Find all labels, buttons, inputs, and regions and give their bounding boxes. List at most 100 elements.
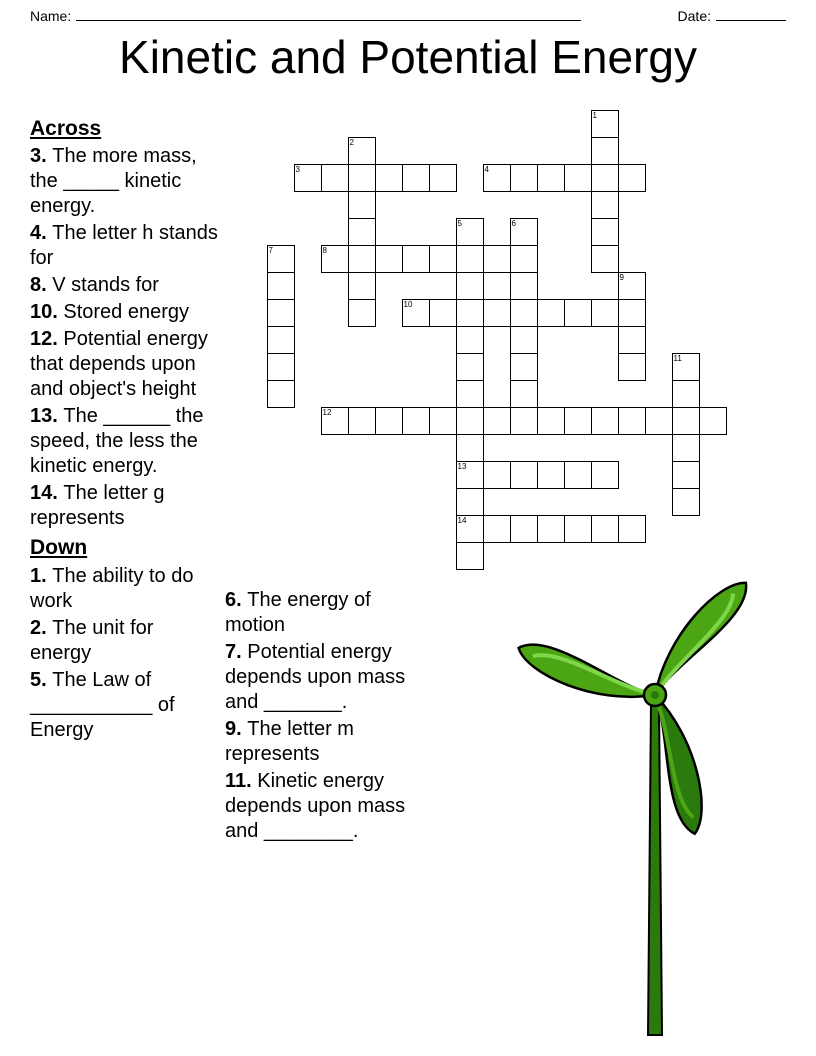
crossword-cell[interactable] xyxy=(564,516,591,543)
crossword-cell[interactable] xyxy=(375,165,402,192)
clue: 14. The letter g represents xyxy=(30,481,220,531)
crossword-cell[interactable]: 12 xyxy=(321,408,348,435)
crossword-cell[interactable]: 4 xyxy=(483,165,510,192)
crossword-cell[interactable] xyxy=(510,354,537,381)
crossword-cell[interactable] xyxy=(375,246,402,273)
crossword-cell[interactable] xyxy=(348,273,375,300)
crossword-cell[interactable] xyxy=(456,543,483,570)
crossword-cell[interactable]: 9 xyxy=(618,273,645,300)
crossword-cell[interactable] xyxy=(429,300,456,327)
crossword-cell[interactable] xyxy=(510,246,537,273)
name-underline[interactable] xyxy=(76,20,581,21)
crossword-cell[interactable] xyxy=(591,138,618,165)
crossword-cell[interactable] xyxy=(591,300,618,327)
crossword-cell[interactable]: 5 xyxy=(456,219,483,246)
crossword-cell[interactable] xyxy=(483,516,510,543)
crossword-cell[interactable] xyxy=(672,435,699,462)
crossword-cell[interactable] xyxy=(537,300,564,327)
crossword-cell[interactable] xyxy=(537,165,564,192)
crossword-cell[interactable] xyxy=(510,327,537,354)
crossword-cell[interactable] xyxy=(267,300,294,327)
crossword-cell[interactable] xyxy=(672,462,699,489)
crossword-cell[interactable] xyxy=(510,408,537,435)
crossword-cell[interactable] xyxy=(591,219,618,246)
crossword-cell[interactable] xyxy=(510,300,537,327)
crossword-cell[interactable] xyxy=(348,246,375,273)
crossword-cell[interactable] xyxy=(348,408,375,435)
crossword-cell[interactable]: 3 xyxy=(294,165,321,192)
crossword-cell[interactable]: 6 xyxy=(510,219,537,246)
crossword-cell[interactable] xyxy=(510,462,537,489)
crossword-cell[interactable] xyxy=(483,246,510,273)
crossword-cell[interactable] xyxy=(564,462,591,489)
crossword-cell[interactable] xyxy=(456,489,483,516)
crossword-cell[interactable] xyxy=(510,516,537,543)
cell-number: 4 xyxy=(485,165,489,174)
crossword-cell[interactable] xyxy=(456,408,483,435)
crossword-cell[interactable] xyxy=(537,516,564,543)
crossword-cell[interactable] xyxy=(267,273,294,300)
crossword-cell[interactable] xyxy=(267,327,294,354)
crossword-cell[interactable] xyxy=(429,165,456,192)
crossword-cell[interactable] xyxy=(591,408,618,435)
crossword-cell[interactable] xyxy=(618,327,645,354)
crossword-cell[interactable] xyxy=(456,327,483,354)
crossword-cell[interactable] xyxy=(456,246,483,273)
crossword-cell[interactable] xyxy=(348,300,375,327)
crossword-cell[interactable] xyxy=(483,462,510,489)
crossword-cell[interactable] xyxy=(591,516,618,543)
crossword-cell[interactable] xyxy=(456,300,483,327)
crossword-cell[interactable] xyxy=(429,246,456,273)
crossword-cell[interactable] xyxy=(537,408,564,435)
crossword-cell[interactable] xyxy=(672,408,699,435)
crossword-cell[interactable] xyxy=(348,192,375,219)
crossword-cell[interactable] xyxy=(429,408,456,435)
crossword-cell[interactable] xyxy=(645,408,672,435)
crossword-cell[interactable] xyxy=(483,300,510,327)
crossword-cell[interactable] xyxy=(348,219,375,246)
crossword-cell[interactable] xyxy=(618,354,645,381)
crossword-cell[interactable] xyxy=(402,246,429,273)
crossword-cell[interactable] xyxy=(564,300,591,327)
crossword-cell[interactable]: 14 xyxy=(456,516,483,543)
crossword-cell[interactable]: 11 xyxy=(672,354,699,381)
crossword-cell[interactable] xyxy=(267,381,294,408)
crossword-cell[interactable]: 1 xyxy=(591,111,618,138)
crossword-cell[interactable] xyxy=(267,354,294,381)
crossword-cell[interactable] xyxy=(672,489,699,516)
crossword-cell[interactable] xyxy=(321,165,348,192)
crossword-cell[interactable] xyxy=(537,462,564,489)
crossword-cell[interactable] xyxy=(618,165,645,192)
crossword-cell[interactable]: 2 xyxy=(348,138,375,165)
crossword-cell[interactable] xyxy=(510,273,537,300)
crossword-cell[interactable] xyxy=(402,408,429,435)
crossword-cell[interactable] xyxy=(456,435,483,462)
crossword-cell[interactable] xyxy=(402,165,429,192)
crossword-cell[interactable] xyxy=(375,408,402,435)
crossword-cell[interactable]: 13 xyxy=(456,462,483,489)
crossword-cell[interactable] xyxy=(348,165,375,192)
clue: 6. The energy of motion xyxy=(225,588,410,638)
crossword-cell[interactable] xyxy=(591,192,618,219)
crossword-cell[interactable] xyxy=(618,300,645,327)
crossword-cell[interactable] xyxy=(456,354,483,381)
crossword-cell[interactable] xyxy=(591,462,618,489)
crossword-cell[interactable]: 8 xyxy=(321,246,348,273)
date-underline[interactable] xyxy=(716,20,786,21)
crossword-cell[interactable] xyxy=(672,381,699,408)
crossword-cell[interactable] xyxy=(591,246,618,273)
crossword-cell[interactable] xyxy=(510,381,537,408)
crossword-cell[interactable]: 10 xyxy=(402,300,429,327)
crossword-cell[interactable] xyxy=(510,165,537,192)
crossword-cell[interactable] xyxy=(618,516,645,543)
crossword-cell[interactable] xyxy=(483,408,510,435)
crossword-cell[interactable] xyxy=(456,381,483,408)
crossword-cell[interactable]: 7 xyxy=(267,246,294,273)
crossword-cell[interactable] xyxy=(618,408,645,435)
crossword-cell[interactable] xyxy=(456,273,483,300)
crossword-cell[interactable] xyxy=(564,165,591,192)
clue: 5. The Law of ___________ of Energy xyxy=(30,668,220,743)
crossword-cell[interactable] xyxy=(564,408,591,435)
crossword-cell[interactable] xyxy=(699,408,726,435)
crossword-cell[interactable] xyxy=(591,165,618,192)
